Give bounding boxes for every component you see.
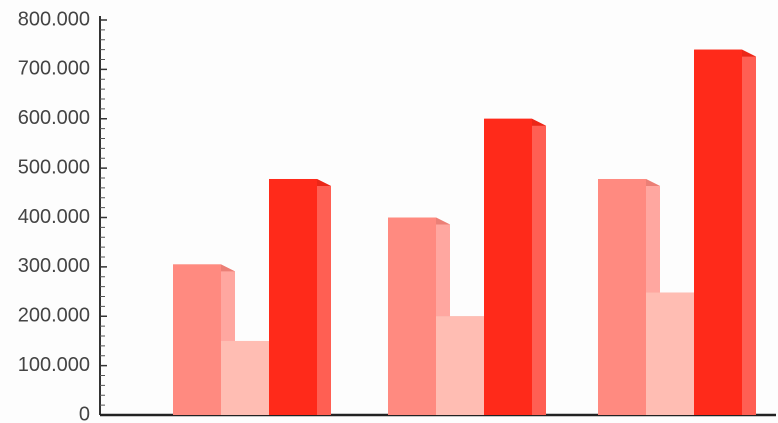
- bar: [173, 264, 221, 415]
- bar: [646, 292, 694, 415]
- y-tick-label: 500.000: [18, 156, 90, 178]
- bar: [598, 178, 646, 415]
- bar: [269, 178, 317, 415]
- y-tick-label: 0: [79, 403, 90, 423]
- bar-side: [532, 118, 546, 415]
- bar: [436, 316, 484, 415]
- bar-group: [173, 178, 331, 415]
- bar-marks: [173, 49, 756, 415]
- y-tick-label: 800.000: [18, 8, 90, 30]
- y-tick-label: 200.000: [18, 305, 90, 327]
- bar-group: [388, 118, 546, 415]
- y-tick-label: 600.000: [18, 107, 90, 129]
- y-tick-label: 400.000: [18, 206, 90, 228]
- y-axis: 0 100.000 200.000 300.000 400.000 500.000 600.…: [18, 8, 107, 423]
- bar: [694, 49, 742, 415]
- bar-side: [317, 178, 331, 415]
- bar: [388, 217, 436, 415]
- y-tick-label: 300.000: [18, 255, 90, 277]
- bar: [484, 118, 532, 415]
- bar-side: [742, 49, 756, 415]
- y-tick-label: 700.000: [18, 58, 90, 80]
- bar: [221, 340, 269, 415]
- bar-group: [598, 49, 756, 415]
- y-tick-label: 100.000: [18, 354, 90, 376]
